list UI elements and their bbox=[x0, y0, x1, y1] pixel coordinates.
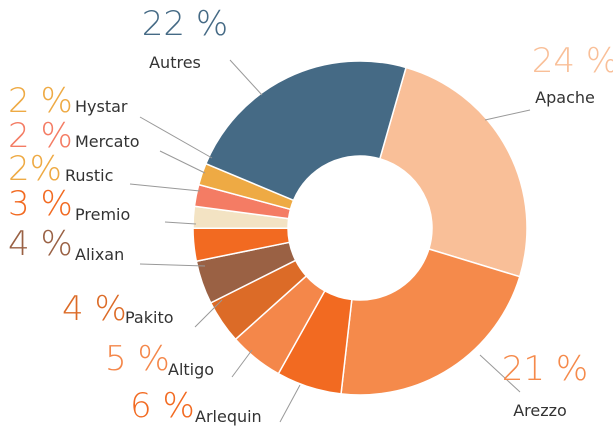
leader-line bbox=[159, 150, 206, 174]
slice bbox=[340, 248, 521, 396]
leader-line bbox=[139, 116, 213, 159]
value-label: 21 % bbox=[502, 349, 588, 389]
value-label: 3 % bbox=[8, 184, 73, 224]
category-label: Apache bbox=[535, 88, 595, 107]
leader-line bbox=[194, 299, 223, 328]
category-label: Premio bbox=[75, 205, 130, 224]
category-label: Rustic bbox=[65, 166, 113, 185]
leader-line bbox=[231, 349, 253, 378]
category-label: Alixan bbox=[75, 245, 124, 264]
slice bbox=[204, 60, 407, 202]
leader-line bbox=[129, 183, 201, 192]
slice bbox=[378, 66, 528, 278]
value-label: 24 % bbox=[532, 41, 613, 81]
category-label: Autres bbox=[149, 53, 201, 72]
value-label: 6 % bbox=[130, 386, 195, 426]
category-label: Altigo bbox=[168, 360, 214, 379]
leader-line bbox=[479, 354, 521, 393]
leader-line bbox=[229, 59, 263, 96]
value-label: 2 % bbox=[8, 81, 73, 121]
category-label: Mercato bbox=[75, 132, 140, 151]
value-label: 5 % bbox=[105, 339, 170, 379]
category-label: Hystar bbox=[75, 97, 128, 116]
leader-line bbox=[484, 109, 531, 121]
value-label: 2 % bbox=[8, 116, 73, 156]
value-label: 22 % bbox=[142, 4, 228, 44]
value-label: 4 % bbox=[8, 224, 73, 264]
category-label: Pakito bbox=[125, 308, 174, 327]
leader-line bbox=[279, 384, 301, 423]
category-label: Arlequin bbox=[195, 407, 262, 426]
category-label: Arezzo bbox=[513, 401, 567, 420]
leader-line bbox=[139, 263, 206, 267]
value-label: 2% bbox=[8, 149, 62, 189]
leader-line bbox=[164, 221, 197, 225]
value-label: 4 % bbox=[62, 289, 127, 329]
